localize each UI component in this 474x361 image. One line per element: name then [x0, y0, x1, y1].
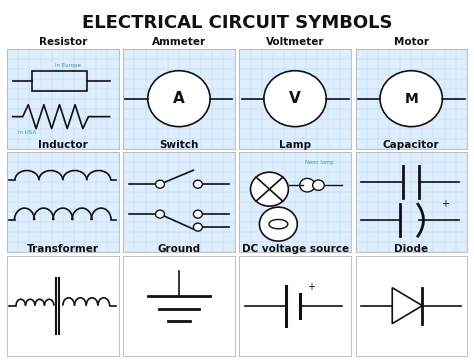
Text: Lamp: Lamp — [279, 140, 311, 151]
Text: Resistor: Resistor — [38, 37, 87, 47]
Circle shape — [300, 178, 315, 192]
Circle shape — [193, 210, 202, 218]
Circle shape — [155, 210, 164, 218]
Text: Neon lamp: Neon lamp — [305, 160, 334, 165]
Circle shape — [380, 71, 442, 127]
Text: Capacitor: Capacitor — [383, 140, 439, 151]
Circle shape — [259, 207, 297, 241]
Circle shape — [264, 71, 326, 127]
Text: Transformer: Transformer — [27, 244, 99, 254]
Text: Diode: Diode — [394, 244, 428, 254]
Text: +: + — [441, 199, 448, 209]
Text: V: V — [289, 91, 301, 106]
Text: Inductor: Inductor — [38, 140, 88, 151]
Circle shape — [250, 172, 288, 206]
Text: in Europe: in Europe — [55, 63, 82, 68]
Circle shape — [193, 180, 202, 188]
Text: DC voltage source: DC voltage source — [241, 244, 349, 254]
Text: Ground: Ground — [157, 244, 201, 254]
Text: Switch: Switch — [159, 140, 199, 151]
Text: M: M — [404, 92, 418, 106]
Polygon shape — [392, 288, 422, 323]
Text: Motor: Motor — [394, 37, 428, 47]
Text: A: A — [173, 91, 185, 106]
Text: +: + — [307, 282, 315, 292]
Text: Ammeter: Ammeter — [152, 37, 206, 47]
Bar — [32, 71, 87, 91]
Circle shape — [193, 223, 202, 231]
Text: ELECTRICAL CIRCUIT SYMBOLS: ELECTRICAL CIRCUIT SYMBOLS — [82, 14, 392, 32]
Circle shape — [313, 180, 324, 190]
Circle shape — [148, 71, 210, 127]
Text: Voltmeter: Voltmeter — [266, 37, 324, 47]
Text: in USA: in USA — [18, 130, 36, 135]
Circle shape — [155, 180, 164, 188]
